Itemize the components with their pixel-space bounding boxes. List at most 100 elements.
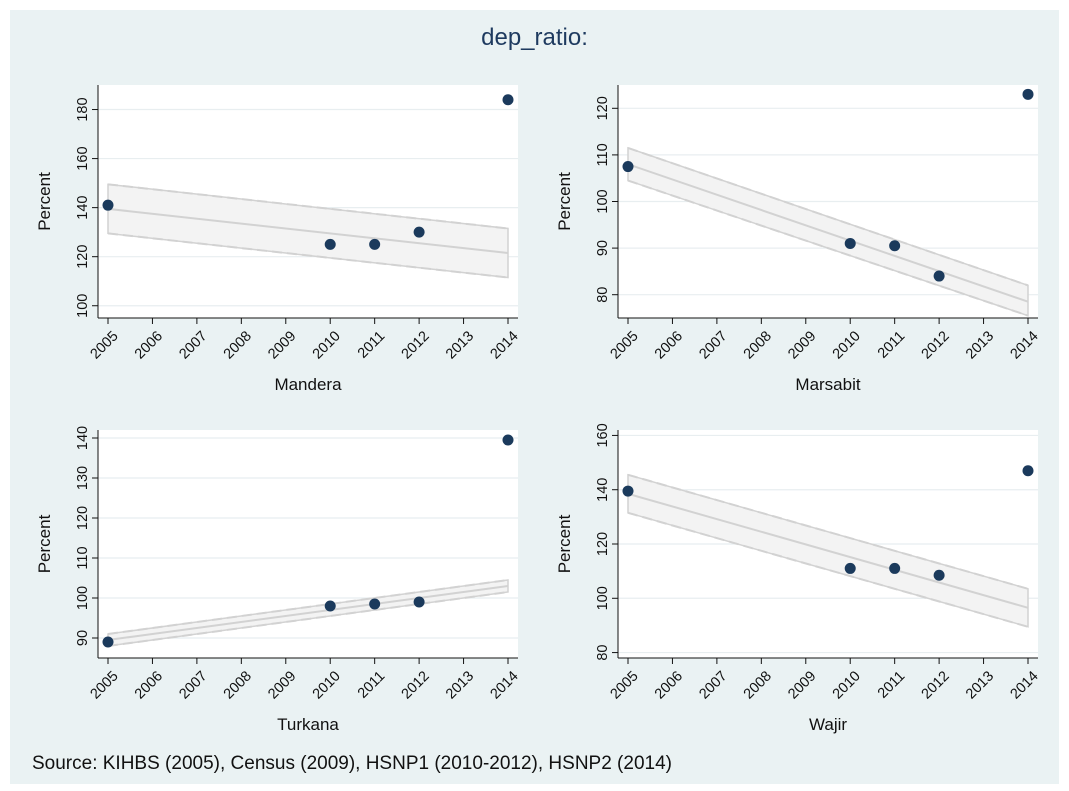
data-point [889, 562, 901, 574]
y-tick-label: 140 [595, 478, 611, 502]
panel-wajir: 80 100 120 140 160 2005 2006 2007 2008 2009 2010 20… [555, 423, 1042, 734]
x-tick-label: 2011 [875, 668, 908, 701]
y-tick-label: 120 [75, 506, 91, 530]
y-tick-label: 160 [75, 146, 91, 170]
data-point [622, 161, 634, 173]
x-tick-label: 2011 [355, 328, 388, 361]
y-tick-label: 100 [75, 586, 91, 610]
data-point [622, 485, 634, 497]
data-point [1022, 88, 1034, 100]
ci-upper-line [107, 183, 509, 230]
data-point [102, 636, 114, 648]
data-point [413, 226, 425, 238]
x-tick-label: 2005 [607, 328, 641, 362]
x-tick-label: 2008 [221, 668, 255, 702]
x-axis-title: Mandera [274, 375, 342, 394]
y-tick-label: 120 [595, 532, 611, 556]
data-point [933, 270, 945, 282]
data-point [502, 434, 514, 446]
x-tick-label: 2010 [830, 328, 864, 362]
x-tick-label: 2014 [487, 328, 521, 362]
y-tick-label: 100 [595, 586, 611, 610]
data-point [844, 562, 856, 574]
x-tick-label: 2014 [1007, 328, 1041, 362]
x-tick-label: 2007 [696, 668, 730, 702]
x-tick-label: 2006 [652, 668, 686, 702]
y-tick-label: 80 [595, 287, 611, 303]
x-tick-label: 2014 [1007, 668, 1041, 702]
x-tick-label: 2008 [741, 668, 775, 702]
y-tick-label: 110 [595, 143, 611, 166]
x-tick-label: 2010 [310, 328, 344, 362]
data-point [1022, 465, 1034, 477]
fit-line [627, 492, 1029, 609]
x-tick-label: 2007 [176, 668, 210, 702]
y-tick-label: 100 [595, 189, 611, 213]
x-tick-label: 2007 [696, 328, 730, 362]
x-tick-label: 2012 [919, 328, 953, 362]
fit-line [107, 207, 509, 254]
x-tick-label: 2006 [652, 328, 686, 362]
y-axis-title: Percent [35, 172, 54, 231]
x-tick-label: 2008 [741, 328, 775, 362]
ci-upper-line [627, 473, 1029, 590]
x-tick-label: 2005 [607, 668, 641, 702]
x-tick-label: 2013 [963, 328, 997, 362]
fit-line [627, 163, 1029, 303]
x-tick-label: 2005 [87, 668, 121, 702]
y-tick-label: 80 [595, 645, 611, 661]
data-point [933, 569, 945, 581]
ci-lower-line [627, 511, 1029, 628]
x-tick-label: 2012 [399, 668, 433, 702]
panel-turkana: 90 100 110 120 130 140 2005 2006 2007 2008 2009 201… [35, 426, 522, 734]
ci-lower-line [627, 179, 1029, 317]
x-axis-title: Wajir [809, 715, 847, 734]
x-tick-label: 2013 [443, 668, 477, 702]
x-tick-label: 2009 [265, 668, 299, 702]
x-tick-label: 2007 [176, 328, 210, 362]
x-tick-label: 2010 [310, 668, 344, 702]
x-axis-title: Turkana [277, 715, 339, 734]
x-tick-label: 2011 [875, 328, 908, 361]
x-axis-title: Marsabit [795, 375, 860, 394]
data-point [369, 238, 381, 250]
data-point [502, 94, 514, 106]
y-axis-title: Percent [35, 514, 54, 573]
ci-upper-line [627, 146, 1029, 287]
y-tick-label: 180 [75, 97, 91, 121]
data-point [844, 237, 856, 249]
y-axis-title: Percent [555, 172, 574, 231]
y-tick-label: 90 [75, 630, 91, 646]
y-tick-label: 140 [75, 196, 91, 220]
x-tick-label: 2010 [830, 668, 864, 702]
x-tick-label: 2012 [399, 328, 433, 362]
y-axis-title: Percent [555, 514, 574, 573]
figure-title: dep_ratio: [481, 24, 588, 51]
y-tick-label: 100 [75, 294, 91, 318]
x-tick-label: 2006 [132, 328, 166, 362]
data-point [369, 598, 381, 610]
x-tick-label: 2013 [963, 668, 997, 702]
y-tick-label: 130 [75, 466, 91, 490]
x-tick-label: 2009 [785, 328, 819, 362]
x-tick-label: 2009 [785, 668, 819, 702]
x-tick-label: 2011 [355, 668, 388, 701]
data-point [324, 600, 336, 612]
y-tick-label: 160 [595, 423, 611, 447]
source-note: Source: KIHBS (2005), Census (2009), HSN… [32, 753, 672, 774]
data-point [413, 596, 425, 608]
y-tick-label: 140 [75, 426, 91, 450]
ci-upper-line [107, 579, 509, 635]
fit-line [107, 585, 509, 641]
x-tick-label: 2013 [443, 328, 477, 362]
ci-lower-line [107, 591, 509, 647]
y-tick-label: 110 [75, 546, 91, 569]
plot-area [98, 430, 518, 658]
y-tick-label: 120 [75, 245, 91, 269]
data-point [324, 238, 336, 250]
x-tick-label: 2008 [221, 328, 255, 362]
x-tick-label: 2006 [132, 668, 166, 702]
x-tick-label: 2005 [87, 328, 121, 362]
x-tick-label: 2012 [919, 668, 953, 702]
data-point [889, 240, 901, 252]
